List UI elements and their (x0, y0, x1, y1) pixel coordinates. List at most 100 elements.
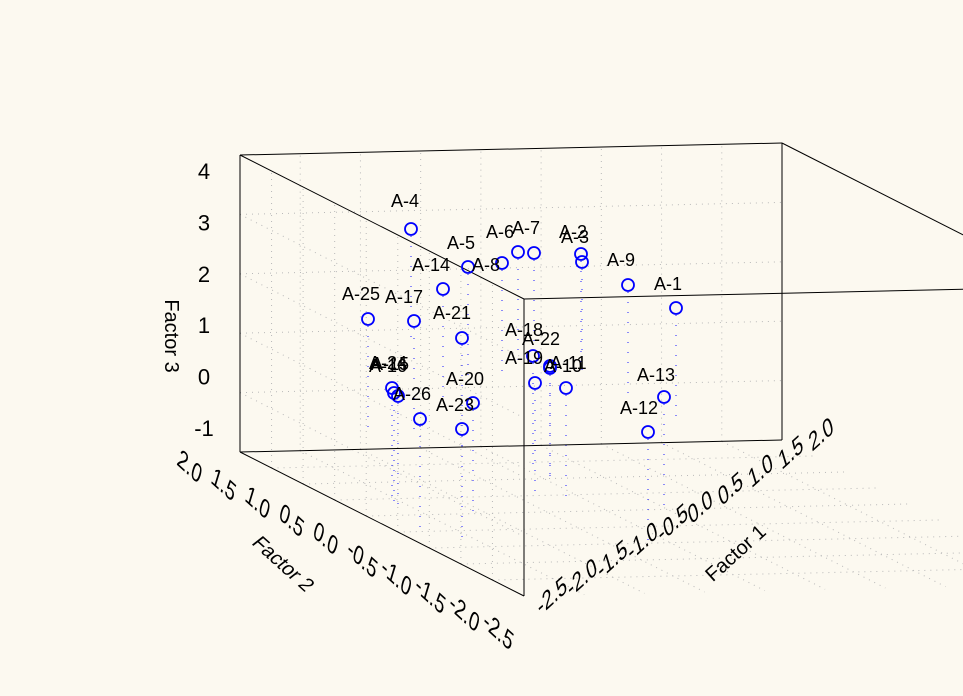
grid-line (303, 471, 846, 485)
y-axis-title: Factor 2 (247, 533, 319, 596)
data-point (641, 425, 655, 439)
data-point (543, 359, 557, 373)
data-point (461, 260, 475, 274)
y-tick-label: 0.5 (276, 497, 307, 544)
grid-line (366, 503, 909, 517)
floor-edge (239, 439, 783, 453)
grid-line (271, 455, 814, 469)
point-label: A-7 (512, 218, 540, 238)
data-point (407, 314, 421, 328)
z-tick-label: 1 (198, 313, 210, 338)
data-point (559, 381, 573, 395)
y-tick-label: 2.0 (174, 443, 205, 490)
x-tick-label: 0.5 (715, 465, 746, 512)
point-label: A-1 (654, 274, 682, 294)
grid-line (397, 519, 940, 533)
x-tick-label: 1.5 (775, 429, 806, 476)
box-edge (239, 142, 783, 156)
y-tick-label: -2.5 (480, 605, 516, 656)
box-edge (781, 142, 963, 236)
point-label: A-6 (486, 222, 514, 242)
point-label: A-17 (385, 287, 423, 307)
data-point (466, 396, 480, 410)
grid-line (601, 443, 886, 589)
point-label: A-23 (436, 395, 474, 415)
y-tick-label: 1.0 (242, 479, 273, 526)
data-point (528, 376, 542, 390)
y-tick-label: -1.5 (412, 569, 448, 620)
point-label: A-16 (369, 356, 407, 376)
grid-line (334, 487, 877, 501)
point-label: A-24 (369, 353, 407, 373)
data-point (574, 247, 588, 261)
grid-line (239, 261, 783, 275)
point-label: A-12 (620, 398, 658, 418)
z-tick-label: -1 (194, 416, 214, 441)
axes-box (239, 142, 963, 597)
y-tick-label: -2.0 (446, 587, 482, 638)
y-tick-label: 0.0 (310, 515, 341, 562)
data-point (511, 245, 525, 259)
grid-line (492, 569, 963, 581)
data-point (404, 222, 418, 236)
point-labels: A-1 A-2A-3 A-4 A-5 A-6A-7 A-8 A-9 A-10A-11 A-12 A… (342, 191, 682, 418)
data-point (455, 331, 469, 345)
data-point (669, 301, 683, 315)
point-label: A-8 (472, 255, 500, 275)
point-label: A-13 (637, 365, 675, 385)
box-edge (239, 154, 525, 300)
z-axis-title: Factor 3 (160, 299, 182, 372)
point-label: A-21 (433, 303, 471, 323)
grid-line (239, 273, 525, 419)
data-point (455, 422, 469, 436)
point-label: A-2 (559, 222, 587, 242)
point-label: A-9 (607, 250, 635, 270)
grid-line (460, 552, 963, 565)
point-label: A-19 (505, 348, 543, 368)
z-tick-label: 4 (198, 159, 210, 184)
data-point (575, 255, 589, 269)
x-axis-title: Factor 1 (701, 521, 770, 586)
point-label: A-15 (371, 354, 409, 374)
data-point (657, 390, 671, 404)
point-label: A-18 (505, 320, 543, 340)
point-label: A-10 (544, 356, 582, 376)
point-label: A-20 (446, 369, 484, 389)
y-tick-label: -0.5 (344, 533, 380, 584)
y-tick-label: 1.5 (208, 461, 239, 508)
grid-line (239, 320, 783, 334)
data-point (526, 349, 540, 363)
x-tick-label: 1.0 (745, 447, 776, 494)
point-label: A-25 (342, 284, 380, 304)
x-tick-label: 2.0 (806, 410, 837, 457)
z-tick-label: 3 (198, 210, 210, 235)
grid-line (299, 450, 585, 596)
point-label: A-22 (522, 329, 560, 349)
data-point (621, 278, 635, 292)
data-point (495, 256, 509, 270)
point-label: A-26 (393, 384, 431, 404)
grid-line (239, 380, 783, 394)
data-point (361, 312, 375, 326)
point-label: A-4 (391, 191, 419, 211)
point-label: A-14 (412, 255, 450, 275)
z-tick-label: 2 (198, 262, 210, 287)
data-point (527, 246, 541, 260)
box-edge (523, 288, 963, 300)
grid-line (239, 201, 783, 215)
point-label: A-5 (447, 233, 475, 253)
grid-line (429, 535, 963, 549)
point-label: A-3 (561, 227, 589, 247)
data-point (436, 282, 450, 296)
grid (239, 144, 963, 596)
data-point (413, 412, 427, 426)
y-tick-label: -1.0 (378, 551, 414, 602)
data-points (361, 222, 683, 439)
floor-edge (239, 451, 525, 597)
grid-line (239, 213, 525, 359)
z-tick-label: 0 (198, 365, 210, 390)
data-point (387, 386, 401, 400)
data-point (391, 389, 405, 403)
point-label: A-11 (550, 353, 587, 373)
